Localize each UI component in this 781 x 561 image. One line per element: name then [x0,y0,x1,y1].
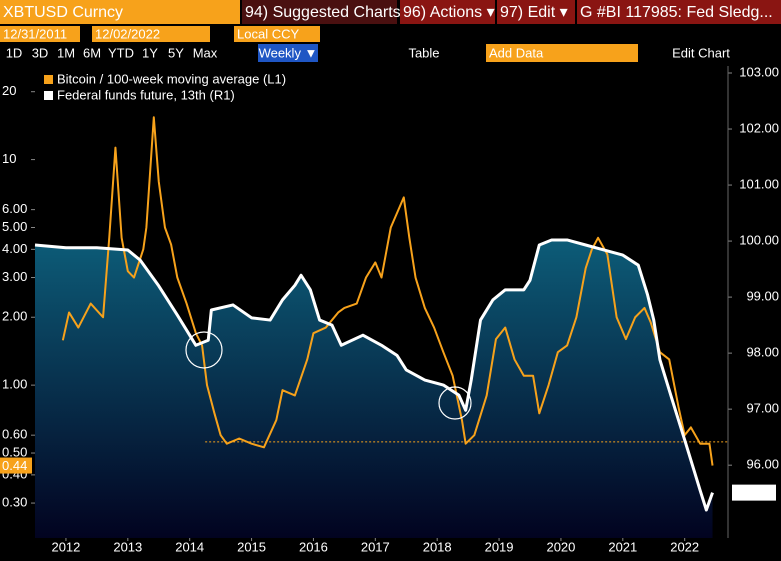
start-date[interactable]: 12/31/2011 [3,26,67,41]
menu[interactable]: 97) Edit ▾ [500,4,568,21]
toolbar: XBTUSD Curncy 94) Suggested Charts 96) Act… [0,0,781,62]
period-button[interactable]: 3D [32,45,49,60]
edit-chart-box[interactable] [665,44,737,62]
period-button[interactable]: Max [193,45,218,60]
series-area [35,239,713,538]
y2-tick-label: 103.00 [739,64,779,79]
highlight-circle [438,386,472,420]
security-box[interactable] [0,0,240,24]
period-button[interactable]: 1D [6,45,23,60]
menu[interactable]: 94) Suggested Charts [245,4,401,21]
x-tick-label: 2022 [670,539,699,554]
plot: 0.300.400.500.601.002.003.004.005.006.00… [0,64,779,554]
legend-label: Federal funds future, 13th (R1) [57,87,235,102]
series-line [61,116,714,466]
period-button-box[interactable] [190,44,220,62]
y-tick-label: 0.30 [2,495,27,510]
y-tick-label: 6.00 [2,201,27,216]
y2-tick-label: 101.00 [739,176,779,191]
x-tick-label: 2018 [423,539,452,554]
y-tick-label: 3.00 [2,269,27,284]
period-button-box[interactable] [80,44,104,62]
series-line [34,238,714,512]
frequency[interactable]: Weekly ▼ [259,45,318,60]
period-button-box[interactable] [2,44,26,62]
highlight-circle [185,331,223,369]
x-tick-label: 2014 [175,539,204,554]
x-tick-label: 2015 [237,539,266,554]
x-tick-label: 2013 [113,539,142,554]
y-tick-label: 1.00 [2,377,27,392]
period-button-box[interactable] [138,44,162,62]
legend-swatch [44,91,53,100]
last-value-label: 95.51 [736,485,769,500]
y-tick-label: 5.00 [2,219,27,234]
security[interactable]: XBTUSD Curncy [3,4,123,21]
y-tick-label: 20 [2,83,16,98]
currency[interactable]: Local CCY [237,26,299,41]
x-tick-label: 2021 [608,539,637,554]
period-button-box[interactable] [28,44,52,62]
menu-box[interactable] [242,0,397,24]
x-tick-label: 2019 [485,539,514,554]
period-button[interactable]: 1M [57,45,75,60]
currency-box[interactable] [234,26,320,42]
legend-label: Bitcoin / 100-week moving average (L1) [57,71,286,86]
y2-tick-label: 102.00 [739,120,779,135]
x-tick-label: 2020 [546,539,575,554]
last-value-box [732,484,776,501]
y2-tick-label: 97.00 [746,401,779,416]
table-button[interactable]: Table [408,45,439,60]
end-date[interactable]: 12/02/2022 [95,26,160,41]
legend-swatch [44,75,53,84]
menu-box[interactable] [400,0,495,24]
x-tick-label: 2012 [51,539,80,554]
menu[interactable]: G #BI 117985: Fed Sledg... [580,4,773,21]
y2-tick-label: 98.00 [746,345,779,360]
start-date-box[interactable] [0,26,80,42]
y2-tick-label: 96.00 [746,457,779,472]
frequency-box[interactable] [258,44,318,62]
y-tick-label: 10 [2,151,16,166]
period-button-box[interactable] [54,44,78,62]
period-button[interactable]: YTD [108,45,134,60]
table-button-box[interactable] [398,44,450,62]
add-data-box[interactable] [486,44,638,62]
y-tick-label: 2.00 [2,309,27,324]
menu[interactable]: 96) Actions ▾ [403,4,495,21]
y2-tick-label: 100.00 [739,233,779,248]
y-tick-label: 0.50 [2,444,27,459]
x-tick-label: 2017 [361,539,390,554]
end-date-box[interactable] [92,26,210,42]
menu-box[interactable] [497,0,575,24]
period-button[interactable]: 5Y [168,45,184,60]
last-value-label: 0.44 [2,458,27,473]
add-data[interactable]: Add Data [489,45,544,60]
y2-tick-label: 99.00 [746,289,779,304]
edit-chart[interactable]: Edit Chart [672,45,730,60]
period-button-box[interactable] [106,44,136,62]
period-button[interactable]: 1Y [142,45,158,60]
x-tick-label: 2016 [299,539,328,554]
y-tick-label: 4.00 [2,241,27,256]
period-button-box[interactable] [164,44,188,62]
last-value-box [0,457,32,474]
menu-box[interactable] [577,0,781,24]
period-button[interactable]: 6M [83,45,101,60]
y-tick-label: 0.60 [2,427,27,442]
